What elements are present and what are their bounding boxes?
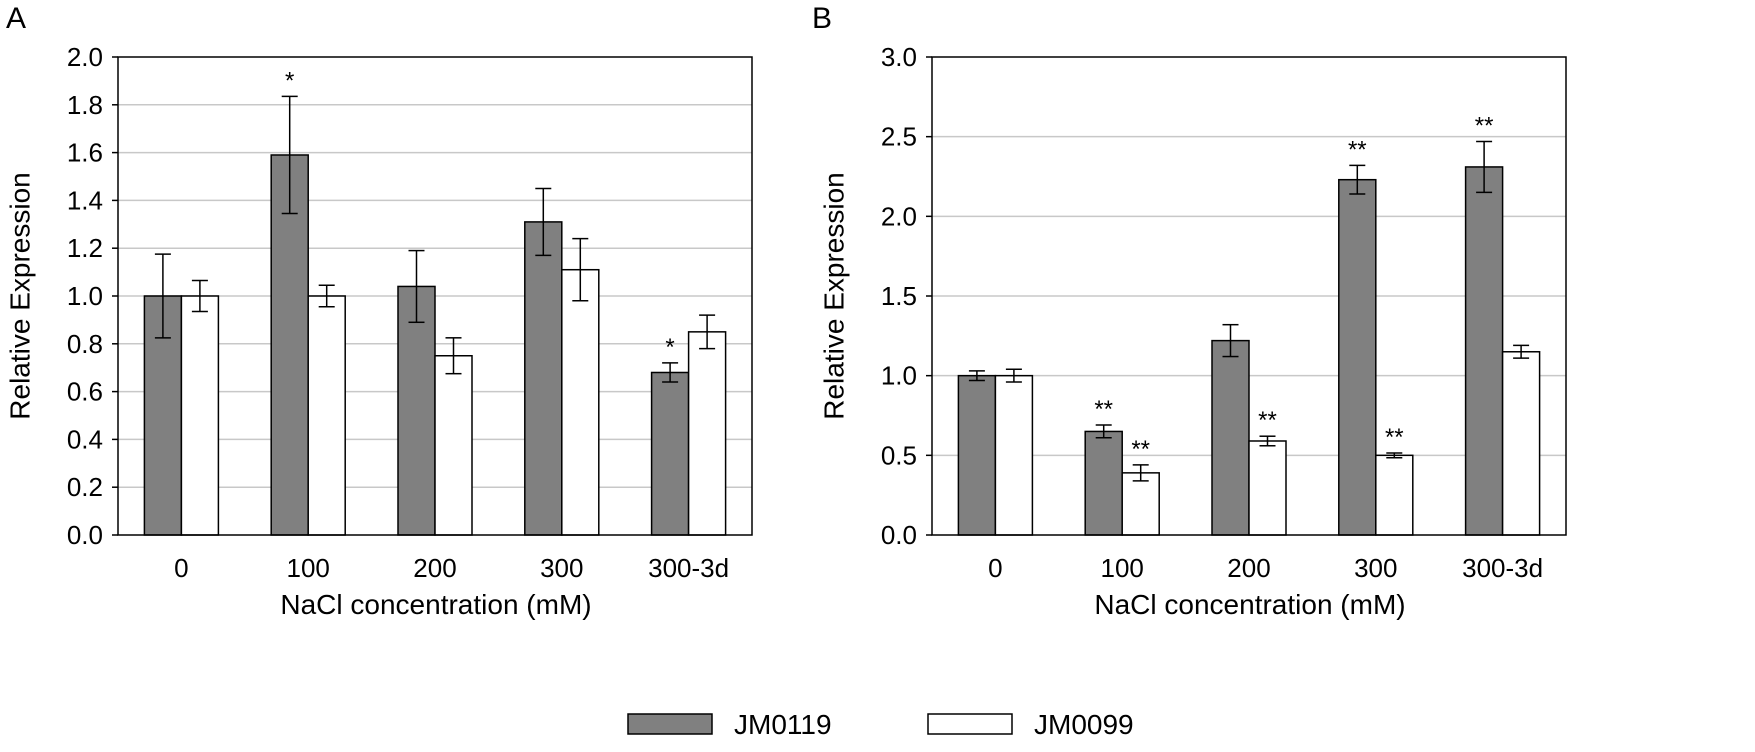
plot-frame: [931, 56, 1567, 536]
bar: [957, 374, 997, 536]
bar: [270, 154, 309, 536]
bar: [1464, 166, 1504, 536]
bar: [307, 295, 346, 536]
x-axis-title: NaCl concentration (mM): [280, 589, 591, 620]
y-axis-title: Relative Expression: [4, 172, 35, 419]
legend: JM0119 JM0099: [627, 709, 1134, 740]
x-tick-label: 300-3d: [648, 553, 729, 583]
x-tick-label: 0: [988, 553, 1002, 583]
y-tick-label: 2.5: [881, 122, 917, 152]
y-tick-label: 1.8: [67, 90, 103, 120]
x-tick-label: 300-3d: [1462, 553, 1543, 583]
legend-swatch-jm0119: [627, 713, 713, 735]
bar: [650, 371, 690, 536]
x-tick-label: 200: [413, 553, 456, 583]
y-tick-label: 0.6: [67, 377, 103, 407]
significance-mark: **: [1094, 396, 1113, 423]
bar: [1121, 472, 1160, 536]
panel-label: B: [812, 2, 832, 35]
legend-item-jm0119: JM0119: [627, 709, 832, 740]
legend-label-jm0119: JM0119: [734, 709, 832, 740]
panel-a: A 0.0 0.2 0.4 0.6 0.8 1.0 1.2 1.4 1.6 1.8 2.0 0 100 * 2…: [4, 2, 753, 620]
y-tick-label: 1.0: [881, 361, 917, 391]
y-tick-label: 0.2: [67, 472, 103, 502]
y-tick-label: 0.8: [67, 329, 103, 359]
bar: [1375, 454, 1414, 536]
bar: [397, 285, 436, 536]
plot-frame: [117, 56, 753, 536]
bar: [687, 331, 727, 536]
panel-label: A: [6, 2, 26, 35]
bar: [561, 268, 600, 536]
bar: [1211, 339, 1250, 536]
bar: [434, 355, 473, 536]
x-tick-label: 0: [174, 553, 188, 583]
y-tick-label: 2.0: [881, 201, 917, 231]
y-tick-label: 0.4: [67, 424, 103, 454]
x-tick-label: 300: [1354, 553, 1397, 583]
bar: [1501, 351, 1541, 536]
y-axis-title: Relative Expression: [818, 172, 849, 419]
bar: [180, 295, 220, 536]
significance-mark: *: [285, 67, 294, 94]
y-tick-label: 1.4: [67, 185, 103, 215]
bar: [524, 221, 563, 536]
y-tick-label: 1.6: [67, 138, 103, 168]
bar: [1338, 178, 1377, 536]
y-tick-label: 0.0: [881, 520, 917, 550]
significance-mark: **: [1475, 112, 1494, 139]
y-tick-label: 1.0: [67, 281, 103, 311]
y-tick-label: 1.5: [881, 281, 917, 311]
x-tick-label: 200: [1227, 553, 1270, 583]
x-tick-label: 100: [1101, 553, 1144, 583]
significance-mark: *: [665, 334, 674, 361]
legend-label-jm0099: JM0099: [1034, 709, 1134, 740]
y-tick-label: 0.0: [67, 520, 103, 550]
x-axis-title: NaCl concentration (mM): [1094, 589, 1405, 620]
panel-b: B 0.0 0.5 1.0 1.5 2.0 2.5 3.0 0 100 ** ** 200 ** 300 **…: [812, 2, 1567, 620]
significance-mark: **: [1385, 424, 1404, 451]
significance-mark: **: [1258, 407, 1277, 434]
significance-mark: **: [1131, 436, 1150, 463]
legend-swatch-jm0099: [927, 713, 1013, 735]
y-tick-label: 2.0: [67, 42, 103, 72]
bar: [1084, 430, 1123, 536]
x-tick-label: 100: [287, 553, 330, 583]
significance-mark: **: [1348, 136, 1367, 163]
x-tick-label: 300: [540, 553, 583, 583]
y-tick-label: 0.5: [881, 440, 917, 470]
y-tick-label: 1.2: [67, 233, 103, 263]
legend-item-jm0099: JM0099: [927, 709, 1134, 740]
y-tick-label: 3.0: [881, 42, 917, 72]
bar: [1248, 440, 1287, 536]
bar: [994, 374, 1034, 536]
